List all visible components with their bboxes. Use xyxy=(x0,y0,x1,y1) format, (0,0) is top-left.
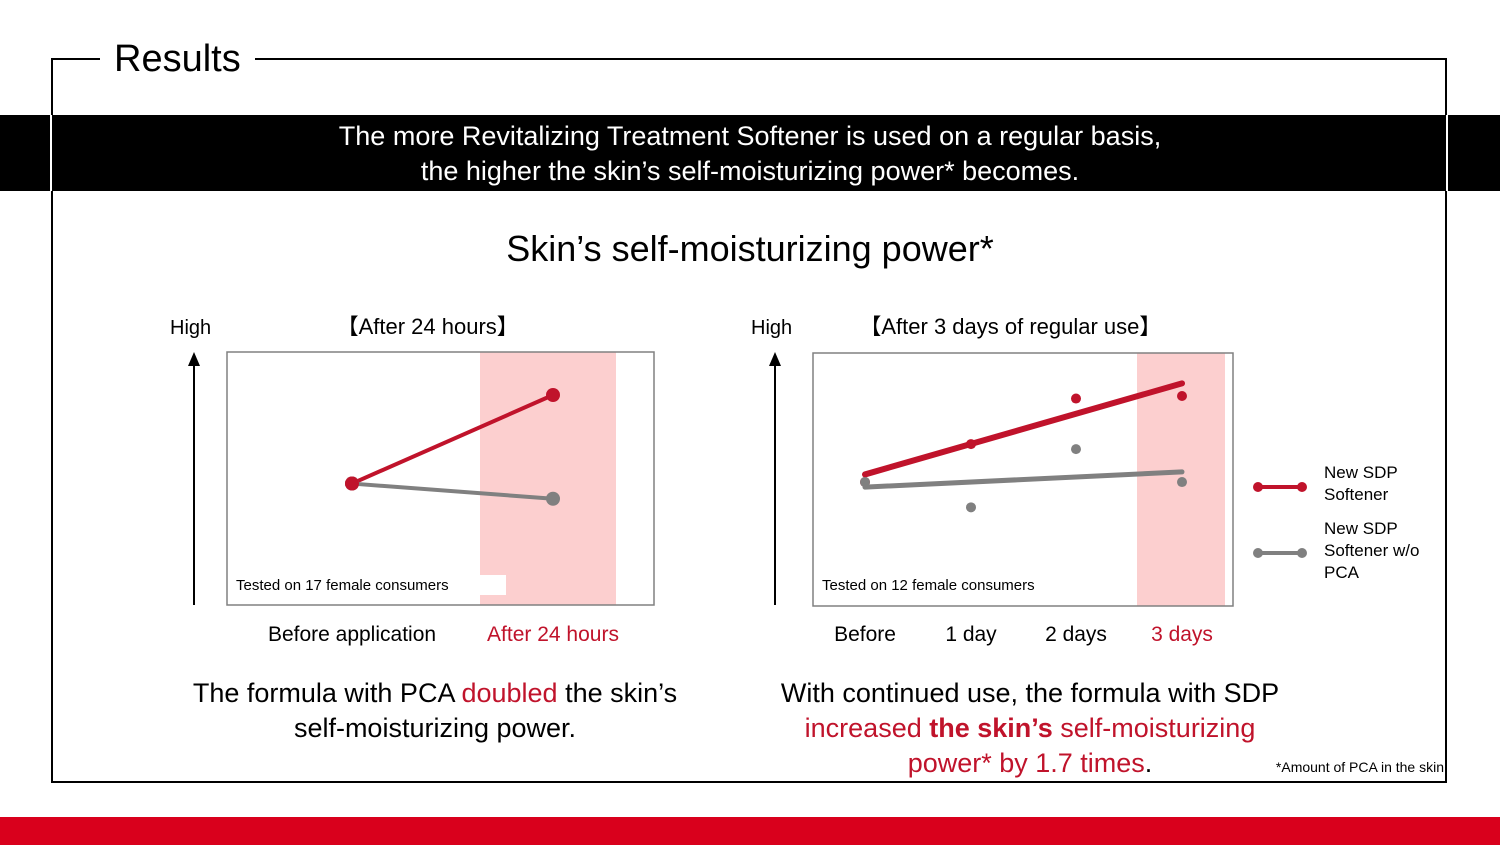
legend-label-without-pca: New SDP Softener w/o PCA xyxy=(1324,519,1420,582)
series-without-pca-trend-line xyxy=(862,469,1185,490)
left-caption-highlight: doubled xyxy=(461,678,558,708)
right-caption-c: self-moisturizing xyxy=(1052,713,1256,743)
headline-banner: The more Revitalizing Treatment Softener… xyxy=(0,115,1500,191)
banner-frame-tick-left xyxy=(50,115,52,191)
x-tick-label: 2 days xyxy=(1045,623,1107,646)
series-without-pca-line xyxy=(351,481,554,501)
series-without-pca-point xyxy=(1177,477,1187,488)
series-new-sdp-point xyxy=(966,439,976,450)
right-caption-a: increased xyxy=(804,713,930,743)
series-new-sdp-start-point xyxy=(345,476,359,491)
right-caption-e: . xyxy=(1144,748,1153,778)
banner-line-1: The more Revitalizing Treatment Softener… xyxy=(338,121,1162,151)
right-caption-d: power* by 1.7 times xyxy=(907,748,1145,778)
sample-size-note: Tested on 17 female consumers xyxy=(236,577,449,594)
chart-after-3-days: 【After 3 days of regular use】 High Tested … xyxy=(735,300,1255,660)
series-new-sdp-trend-line xyxy=(862,380,1185,478)
chart-after-3-days-svg: 【After 3 days of regular use】 High Tested … xyxy=(751,314,1234,646)
chart-main-title: Skin’s self-moisturizing power* xyxy=(506,228,994,269)
series-new-sdp-point xyxy=(546,388,560,403)
note-background xyxy=(480,575,506,595)
chart-title: 【After 3 days of regular use】 xyxy=(859,314,1161,339)
left-caption-a: The formula with PCA xyxy=(192,678,462,708)
banner-line-2: the higher the skin’s self-moisturizing … xyxy=(420,156,1080,186)
footnote: *Amount of PCA in the skin xyxy=(1275,759,1444,775)
section-title: Results xyxy=(100,36,255,82)
series-without-pca-point xyxy=(1071,444,1081,455)
legend-label-new-sdp: New SDP Softener xyxy=(1324,463,1398,504)
chart-title: 【After 24 hours】 xyxy=(337,314,519,339)
sample-size-note: Tested on 12 female consumers xyxy=(822,577,1035,594)
chart-after-24-hours-svg: 【After 24 hours】 High Tested on 17 female … xyxy=(170,314,655,646)
series-new-sdp-point xyxy=(1071,393,1081,404)
y-axis-label: High xyxy=(751,317,792,339)
series-without-pca-point xyxy=(860,477,870,488)
highlight-band xyxy=(480,352,616,605)
plot-frame xyxy=(812,352,1234,607)
left-caption-c: the skin’s xyxy=(557,678,678,708)
series-without-pca-point xyxy=(546,491,560,506)
right-caption-bold: the skin’s xyxy=(929,713,1053,743)
series-new-sdp-line xyxy=(351,393,554,486)
y-axis-arrow-head xyxy=(769,352,781,366)
x-tick-label: Before application xyxy=(268,623,436,646)
y-axis-arrow-head xyxy=(188,352,200,366)
banner-frame-tick-right xyxy=(1446,115,1448,191)
left-caption: The formula with PCA doubled the skin’s … xyxy=(150,676,720,746)
x-tick-label: After 24 hours xyxy=(487,623,619,646)
series-new-sdp-point xyxy=(1177,391,1187,402)
results-frame xyxy=(51,58,1447,783)
plot-frame xyxy=(226,351,655,606)
x-tick-label: 1 day xyxy=(945,623,997,646)
y-axis-label: High xyxy=(170,317,211,339)
right-caption: With continued use, the formula with SDP… xyxy=(740,676,1320,781)
x-tick-label: 3 days xyxy=(1151,623,1213,646)
left-caption-line-2: self-moisturizing power. xyxy=(293,713,577,743)
chart-after-24-hours: 【After 24 hours】 High Tested on 17 female … xyxy=(150,300,670,660)
x-tick-label: Before xyxy=(834,623,896,646)
legend-swatch-gray xyxy=(1253,548,1307,558)
legend-swatch-red xyxy=(1253,482,1307,492)
right-caption-line-1: With continued use, the formula with SDP xyxy=(780,678,1280,708)
series-without-pca-point xyxy=(966,502,976,513)
brand-bottom-bar xyxy=(0,817,1500,845)
